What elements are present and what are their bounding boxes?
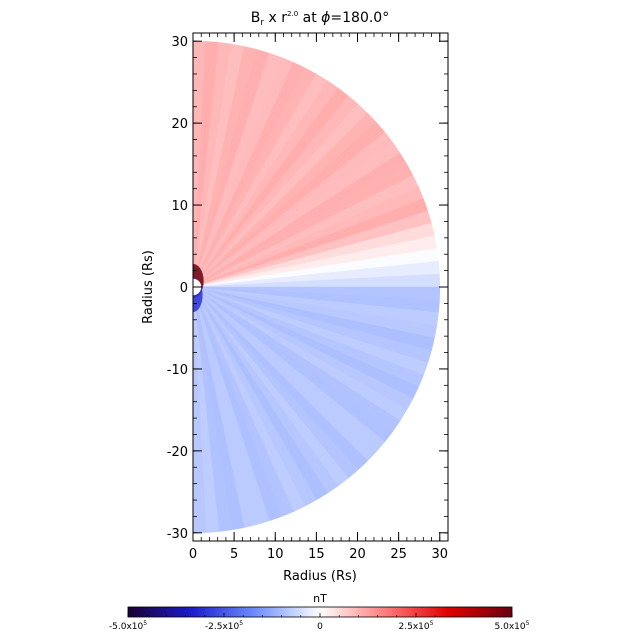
y-tick-label: 10 bbox=[171, 199, 188, 214]
colorbar-tick-label: -2.5x105 bbox=[205, 620, 243, 632]
y-tick-label: 20 bbox=[171, 117, 188, 132]
y-tick-label: 30 bbox=[171, 35, 188, 50]
x-tick-label: 30 bbox=[432, 547, 449, 562]
colorbar-tick-label: 0 bbox=[317, 622, 323, 632]
x-tick-label: 5 bbox=[230, 547, 238, 562]
plot-axes: 0 5 10 15 20 25 30 -30 -20 -10 0 10 20 30 bbox=[167, 32, 449, 562]
x-tick-label: 25 bbox=[390, 547, 407, 562]
x-tick-label: 20 bbox=[349, 547, 366, 562]
field-heatmap bbox=[193, 40, 441, 534]
x-tick-label: 15 bbox=[308, 547, 325, 562]
x-axis-label: Radius (Rs) bbox=[283, 569, 357, 584]
y-tick-label: -10 bbox=[167, 363, 188, 378]
colorbar-tick-label: -5.0x105 bbox=[109, 620, 147, 632]
y-tick-label: 0 bbox=[180, 281, 188, 296]
y-tick-label: -30 bbox=[167, 527, 188, 542]
y-tick-label: -20 bbox=[167, 445, 188, 460]
y-axis-label: Radius (Rs) bbox=[141, 250, 156, 324]
colorbar-tick-label: 2.5x105 bbox=[399, 620, 434, 632]
colorbar-label: nT bbox=[313, 592, 327, 605]
x-tick-label: 10 bbox=[267, 547, 284, 562]
x-tick-label: 0 bbox=[189, 547, 197, 562]
chart-title: Br x r2.0 at ϕ=180.0° bbox=[251, 10, 389, 28]
colorbar-tick-label: 5.0x105 bbox=[495, 620, 530, 632]
colorbar-ticks: -5.0x105 -2.5x105 0 2.5x105 5.0x105 bbox=[109, 613, 530, 632]
